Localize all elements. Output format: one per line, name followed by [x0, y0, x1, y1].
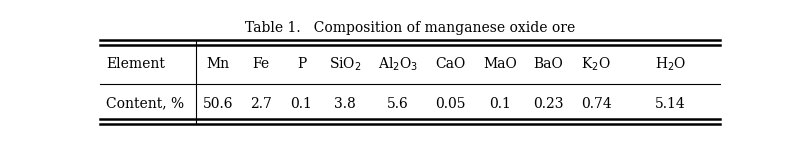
- Text: SiO$_2$: SiO$_2$: [329, 55, 362, 73]
- Text: 3.8: 3.8: [334, 97, 356, 111]
- Text: BaO: BaO: [533, 57, 563, 71]
- Text: 0.05: 0.05: [435, 97, 466, 111]
- Text: Table 1.   Composition of manganese oxide ore: Table 1. Composition of manganese oxide …: [245, 21, 575, 35]
- Text: Fe: Fe: [253, 57, 270, 71]
- Text: 0.74: 0.74: [581, 97, 611, 111]
- Text: Mn: Mn: [206, 57, 230, 71]
- Text: CaO: CaO: [435, 57, 466, 71]
- Text: 0.1: 0.1: [489, 97, 511, 111]
- Text: H$_2$O: H$_2$O: [654, 55, 686, 73]
- Text: P: P: [297, 57, 306, 71]
- Text: Element: Element: [106, 57, 165, 71]
- Text: Content, %: Content, %: [106, 97, 184, 111]
- Text: 2.7: 2.7: [250, 97, 272, 111]
- Text: 5.6: 5.6: [386, 97, 409, 111]
- Text: MaO: MaO: [483, 57, 517, 71]
- Text: 5.14: 5.14: [655, 97, 686, 111]
- Text: 50.6: 50.6: [202, 97, 233, 111]
- Text: Al$_2$O$_3$: Al$_2$O$_3$: [378, 55, 418, 73]
- Text: 0.23: 0.23: [533, 97, 563, 111]
- Text: K$_2$O: K$_2$O: [582, 55, 610, 73]
- Text: 0.1: 0.1: [290, 97, 313, 111]
